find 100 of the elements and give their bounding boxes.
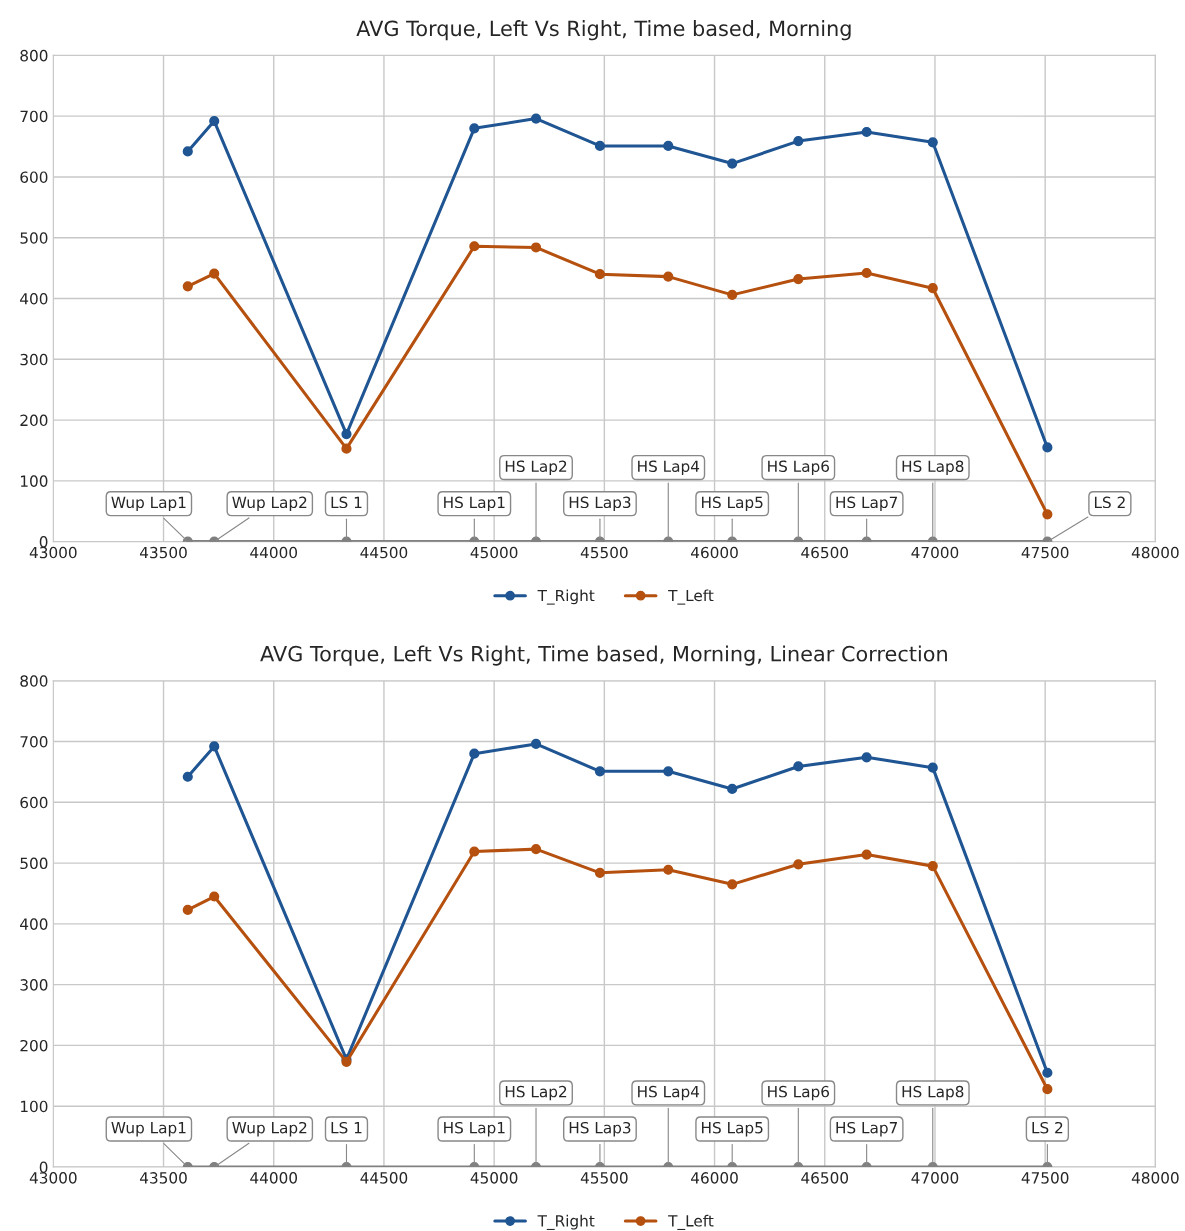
point [727, 289, 738, 300]
annotation: HS Lap8 [902, 460, 964, 475]
annotation: HS Lap5 [702, 1121, 763, 1137]
point [594, 140, 606, 152]
point [861, 752, 872, 763]
x-tick-label: 46000 [691, 546, 738, 559]
x-tick-label: 48000 [1131, 546, 1179, 559]
y-tick-label: 200 [20, 414, 48, 427]
x-tick-label: 44500 [360, 546, 408, 559]
annotation: Wup Lap1 [111, 496, 186, 512]
x-tick-label: 44000 [250, 546, 298, 559]
annotation: HS Lap2 [505, 1085, 567, 1101]
y-tick-label: 700 [20, 735, 48, 748]
y-tick-label: 400 [20, 918, 48, 930]
annotation: HS Lap2 [505, 460, 567, 475]
y-tick-label: 600 [20, 171, 48, 183]
point [530, 738, 542, 750]
y-tick-label: 100 [20, 1100, 48, 1113]
point [209, 891, 220, 902]
legend-label: T_Right [537, 589, 595, 605]
legend-label: T_Right [537, 1214, 595, 1230]
point [927, 861, 938, 872]
annotation: HS Lap4 [638, 460, 700, 475]
chart-title: AVG Torque, Left Vs Right, Time based, Morning [356, 20, 851, 41]
annotation: HS Lap6 [768, 460, 830, 475]
annotation: LS 1 [331, 496, 362, 509]
y-tick-label: 500 [20, 857, 48, 870]
annotation: HS Lap4 [638, 1085, 700, 1101]
y-tick-label: 300 [20, 979, 48, 991]
annotation: HS Lap1 [444, 1121, 505, 1137]
annotation: Wup Lap2 [232, 1121, 307, 1137]
point [530, 113, 542, 124]
x-tick-label: 45500 [580, 1172, 628, 1184]
point [469, 748, 480, 759]
annotation: Wup Lap1 [111, 1122, 186, 1137]
annotation: LS 2 [1094, 496, 1125, 509]
point [182, 146, 193, 157]
y-tick-label: 100 [20, 475, 48, 487]
y-tick-label: 400 [20, 292, 48, 305]
point [469, 241, 480, 252]
point [182, 771, 193, 782]
x-tick-label: 43500 [139, 546, 187, 559]
point [182, 281, 193, 292]
x-tick-label: 43000 [29, 1172, 77, 1184]
y-tick-label: 0 [39, 1161, 48, 1174]
y-tick-label: 500 [20, 232, 48, 244]
x-tick-label: 47500 [1021, 1172, 1069, 1184]
point [663, 271, 674, 282]
annotation: HS Lap3 [569, 496, 631, 512]
annotation: HS Lap8 [902, 1085, 964, 1101]
point [469, 123, 480, 134]
annotation: LS 1 [331, 1121, 362, 1134]
y-tick-label: 0 [39, 536, 48, 548]
x-tick-label: 44000 [250, 1172, 298, 1184]
annotation: Wup Lap2 [232, 496, 307, 512]
annotation: LS 2 [1032, 1121, 1063, 1134]
point [861, 267, 872, 279]
point [727, 783, 738, 795]
point [927, 137, 938, 148]
x-tick-label: 45000 [470, 1172, 518, 1184]
point [530, 242, 542, 253]
x-tick-label: 44500 [360, 1172, 408, 1184]
point [727, 879, 738, 890]
annotation: HS Lap3 [569, 1121, 631, 1137]
x-tick-label: 46500 [801, 546, 849, 559]
point [663, 766, 674, 777]
x-tick-label: 45500 [580, 546, 628, 559]
point [209, 115, 220, 127]
y-tick-label: 700 [20, 110, 48, 123]
x-tick-label: 43000 [29, 546, 77, 559]
point [209, 268, 220, 279]
x-tick-label: 47000 [911, 546, 959, 559]
point [1042, 442, 1053, 453]
annotation: HS Lap1 [444, 496, 505, 512]
y-tick-label: 300 [20, 353, 48, 366]
annotation: HS Lap6 [768, 1085, 830, 1101]
point [594, 766, 606, 777]
point [927, 283, 938, 294]
annotation: HS Lap7 [836, 496, 897, 512]
point [793, 273, 804, 285]
point [209, 741, 220, 752]
legend-label: T_Left [668, 1214, 714, 1230]
point [927, 762, 938, 773]
y-tick-label: 600 [20, 796, 48, 809]
point [663, 140, 674, 152]
point [793, 761, 804, 772]
annotation: HS Lap5 [702, 496, 763, 512]
point [182, 904, 193, 915]
point [594, 269, 606, 280]
y-tick-label: 800 [20, 49, 48, 62]
chart-title: AVG Torque, Left Vs Right, Time based, Morning, Linear Correction [260, 645, 947, 666]
x-tick-label: 45000 [470, 546, 518, 559]
y-tick-label: 800 [20, 675, 48, 687]
point [793, 859, 804, 870]
point [861, 126, 872, 138]
point [727, 158, 738, 169]
point [341, 428, 352, 440]
legend-label: T_Left [668, 589, 714, 605]
point [341, 443, 352, 454]
point [530, 844, 542, 855]
